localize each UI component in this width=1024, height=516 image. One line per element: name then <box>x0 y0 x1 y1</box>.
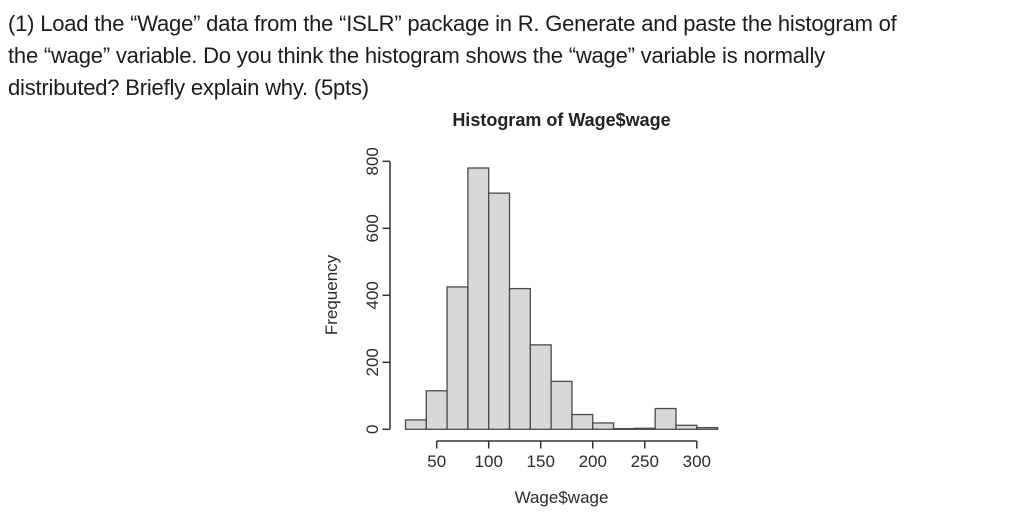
histogram-bar <box>550 380 573 430</box>
y-axis-title: Frequency <box>322 254 341 335</box>
histogram-bar <box>529 344 552 430</box>
x-axis-tick-label: 150 <box>527 452 555 471</box>
question-line-2: the “wage” variable. Do you think the hi… <box>8 43 825 68</box>
histogram-bar <box>508 287 531 430</box>
question-line-3: distributed? Briefly explain why. (5pts) <box>8 75 369 100</box>
histogram-bar <box>592 422 615 430</box>
histogram-bar <box>425 390 448 430</box>
x-axis-tick-label: 200 <box>579 452 607 471</box>
question-line-1: (1) Load the “Wage” data from the “ISLR”… <box>8 11 897 36</box>
histogram-bar <box>696 426 719 430</box>
x-axis-tick-label: 100 <box>475 452 503 471</box>
histogram-bar <box>654 407 677 430</box>
histogram-bar <box>675 424 698 430</box>
x-axis-tick-label: 300 <box>683 452 711 471</box>
chart-title: Histogram of Wage$wage <box>452 110 670 130</box>
histogram-bar <box>488 192 511 430</box>
axes: 0 200 400 600 800 50 100 150 200 250 300 <box>363 147 711 471</box>
y-axis-tick-label: 200 <box>363 348 382 376</box>
y-axis-tick-label: 800 <box>363 147 382 175</box>
histogram-bars <box>404 167 719 430</box>
x-axis-tick-label: 250 <box>631 452 659 471</box>
x-axis-tick-label: 50 <box>427 452 446 471</box>
histogram-bar <box>571 413 594 430</box>
histogram-bar <box>633 427 656 430</box>
histogram-bar <box>446 286 469 430</box>
y-axis-tick-label: 600 <box>363 214 382 242</box>
histogram-bar <box>612 427 636 430</box>
question-text: (1) Load the “Wage” data from the “ISLR”… <box>8 8 1022 104</box>
y-axis-tick-label: 400 <box>363 281 382 309</box>
histogram-bar <box>467 167 490 430</box>
y-axis-tick-label: 0 <box>363 425 382 434</box>
x-axis-title: Wage$wage <box>515 488 609 507</box>
histogram-bar <box>404 419 427 430</box>
